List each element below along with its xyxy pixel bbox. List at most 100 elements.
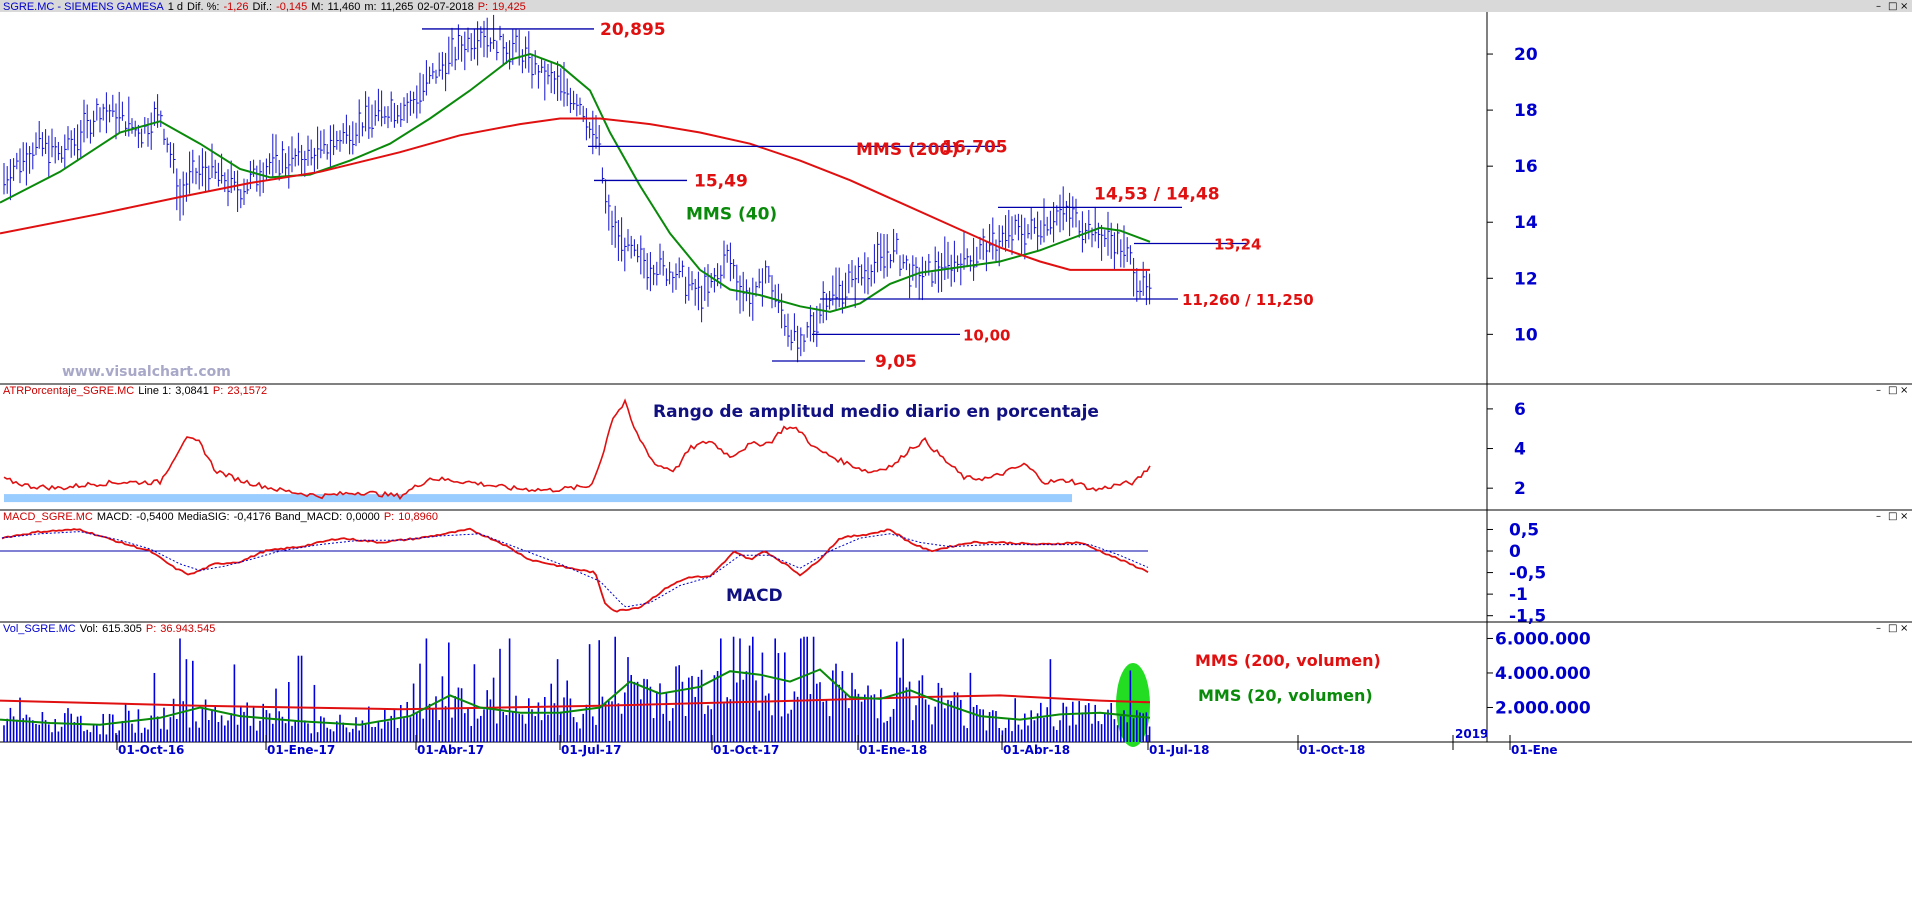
price-header-part: 19,425 bbox=[492, 1, 526, 13]
y-tick-label: 4 bbox=[1514, 440, 1526, 460]
y-tick-label: 6.000.000 bbox=[1495, 629, 1591, 649]
macd-header-part: 0,0000 bbox=[346, 511, 380, 523]
x-tick-label: 01-Ene-18 bbox=[859, 743, 927, 757]
y-tick-label: 20 bbox=[1514, 45, 1538, 65]
minimize-icon[interactable]: – bbox=[1876, 623, 1881, 634]
volume-header-part: Vol: bbox=[80, 623, 98, 635]
close-icon[interactable]: × bbox=[1900, 1, 1908, 12]
y-tick-label: 0,5 bbox=[1509, 520, 1539, 540]
maximize-icon[interactable]: □ bbox=[1888, 385, 1897, 396]
minimize-icon[interactable]: – bbox=[1876, 1, 1881, 12]
level-label: 16,705 bbox=[942, 137, 1008, 157]
close-icon[interactable]: × bbox=[1900, 385, 1908, 396]
volume-ma-200-label: MMS (200, volumen) bbox=[1195, 651, 1381, 670]
volume-header: Vol_SGRE.MC Vol: 615.305 P: 36.943.545 bbox=[3, 623, 215, 635]
y-tick-label: 10 bbox=[1514, 325, 1538, 345]
macd-header-part: -0,5400 bbox=[136, 511, 173, 523]
y-tick-label: 4.000.000 bbox=[1495, 664, 1591, 684]
atr-line bbox=[3, 398, 1151, 501]
close-icon[interactable]: × bbox=[1900, 623, 1908, 634]
price-header: SGRE.MC - SIEMENS GAMESA 1 d Dif. %: -1,26 D… bbox=[3, 1, 526, 13]
x-tick-label: 01-Ene bbox=[1511, 743, 1558, 757]
atr-panel: 2 4 6 Rango de amplitud medio diario en por… bbox=[3, 398, 1526, 503]
y-tick-label: 6 bbox=[1514, 400, 1526, 420]
volume-header-part: P: bbox=[146, 623, 156, 635]
atr-header-part: P: bbox=[213, 385, 223, 397]
macd-header-part: MACD: bbox=[97, 511, 132, 523]
macd-header-part: 10,8960 bbox=[398, 511, 438, 523]
volume-bars bbox=[3, 636, 1151, 742]
level-label: 11,260 / 11,250 bbox=[1182, 291, 1314, 309]
macd-header-part: MediaSIG: bbox=[178, 511, 230, 523]
minimize-icon[interactable]: – bbox=[1876, 385, 1881, 396]
y-tick-label: 18 bbox=[1514, 101, 1538, 121]
x-tick-label: 2019 bbox=[1455, 727, 1488, 741]
price-header-part: m: bbox=[364, 1, 376, 13]
y-tick-label: -1 bbox=[1509, 585, 1528, 605]
mms-40-line bbox=[0, 52, 1151, 313]
price-header-part: 1 d bbox=[168, 1, 183, 13]
x-tick-label: 01-Abr-17 bbox=[417, 743, 484, 757]
atr-header-part: 23,1572 bbox=[227, 385, 267, 397]
macd-header: MACD_SGRE.MC MACD: -0,5400 MediaSIG: -0,4176… bbox=[3, 511, 438, 523]
watermark: www.visualchart.com bbox=[62, 364, 231, 380]
price-header-part: -0,145 bbox=[276, 1, 307, 13]
mms-200-label: MMS (200) bbox=[856, 140, 959, 160]
price-header-part: Dif. %: bbox=[187, 1, 219, 13]
macd-panel: 0,50-0,5-1-1,5 MACD bbox=[0, 520, 1546, 627]
support-band bbox=[4, 494, 1072, 503]
atr-header-part: ATRPorcentaje_SGRE.MC bbox=[3, 385, 134, 397]
volume-panel: 2.000.000 4.000.000 6.000.000 MMS (200, vol… bbox=[0, 629, 1591, 747]
panel-window-controls[interactable]: – □ ×– □ ×– □ ×– □ × bbox=[1876, 1, 1908, 634]
volume-header-part: 615.305 bbox=[102, 623, 142, 635]
x-tick-label: 01-Oct-16 bbox=[118, 743, 184, 757]
price-header-part: 11,460 bbox=[328, 1, 361, 13]
maximize-icon[interactable]: □ bbox=[1888, 1, 1897, 12]
maximize-icon[interactable]: □ bbox=[1888, 623, 1897, 634]
volume-header-part: Vol_SGRE.MC bbox=[3, 623, 76, 635]
atr-header: ATRPorcentaje_SGRE.MC Line 1: 3,0841 P: 23,1… bbox=[3, 385, 267, 397]
macd-title: MACD bbox=[726, 586, 783, 606]
y-tick-label: 16 bbox=[1514, 157, 1538, 177]
mms-40-label: MMS (40) bbox=[686, 204, 777, 224]
x-tick-label: 01-Oct-18 bbox=[1299, 743, 1365, 757]
price-header-part: -1,26 bbox=[223, 1, 248, 13]
x-tick-label: 01-Ene-17 bbox=[267, 743, 335, 757]
level-label: 10,00 bbox=[963, 326, 1010, 344]
price-header-part: M: bbox=[311, 1, 323, 13]
price-header-part: 02-07-2018 bbox=[417, 1, 473, 13]
title-bar bbox=[0, 0, 1912, 12]
y-tick-label: 0 bbox=[1509, 542, 1521, 562]
volume-ma-20-line bbox=[0, 668, 1151, 726]
level-label: 13,24 bbox=[1214, 236, 1261, 254]
y-tick-label: 14 bbox=[1514, 213, 1538, 233]
level-label: 15,49 bbox=[694, 171, 748, 191]
minimize-icon[interactable]: – bbox=[1876, 511, 1881, 522]
price-panel: 10 12 14 16 18 20 www.visualchart.com 20,895 16,… bbox=[0, 14, 1538, 380]
x-tick-label: 01-Jul-18 bbox=[1149, 743, 1209, 757]
panel-headers: SGRE.MC - SIEMENS GAMESA 1 d Dif. %: -1,26 D… bbox=[3, 1, 526, 635]
price-header-part: SGRE.MC - SIEMENS GAMESA bbox=[3, 1, 164, 13]
macd-line bbox=[1, 527, 1149, 613]
macd-header-part: -0,4176 bbox=[234, 511, 271, 523]
x-tick-label: 01-Abr-18 bbox=[1003, 743, 1070, 757]
y-tick-label: -0,5 bbox=[1509, 564, 1546, 584]
price-header-part: P: bbox=[478, 1, 488, 13]
atr-title: Rango de amplitud medio diario en porcen… bbox=[653, 402, 1099, 422]
mms-200-line bbox=[0, 117, 1150, 271]
x-tick-label: 01-Jul-17 bbox=[561, 743, 621, 757]
y-tick-label: -1,5 bbox=[1509, 607, 1546, 627]
level-label: 14,53 / 14,48 bbox=[1094, 184, 1220, 204]
x-axis: 01-Oct-16 01-Ene-17 01-Abr-17 01-Jul-17 01-O… bbox=[116, 727, 1558, 757]
price-header-part: 11,265 bbox=[381, 1, 414, 13]
y-tick-label: 2.000.000 bbox=[1495, 698, 1591, 718]
macd-signal-line bbox=[1, 531, 1149, 608]
atr-header-part: Line 1: bbox=[138, 385, 171, 397]
close-icon[interactable]: × bbox=[1900, 511, 1908, 522]
chart-frame bbox=[0, 0, 1912, 743]
volume-header-part: 36.943.545 bbox=[160, 623, 215, 635]
macd-header-part: P: bbox=[384, 511, 394, 523]
y-tick-label: 12 bbox=[1514, 269, 1538, 289]
maximize-icon[interactable]: □ bbox=[1888, 511, 1897, 522]
